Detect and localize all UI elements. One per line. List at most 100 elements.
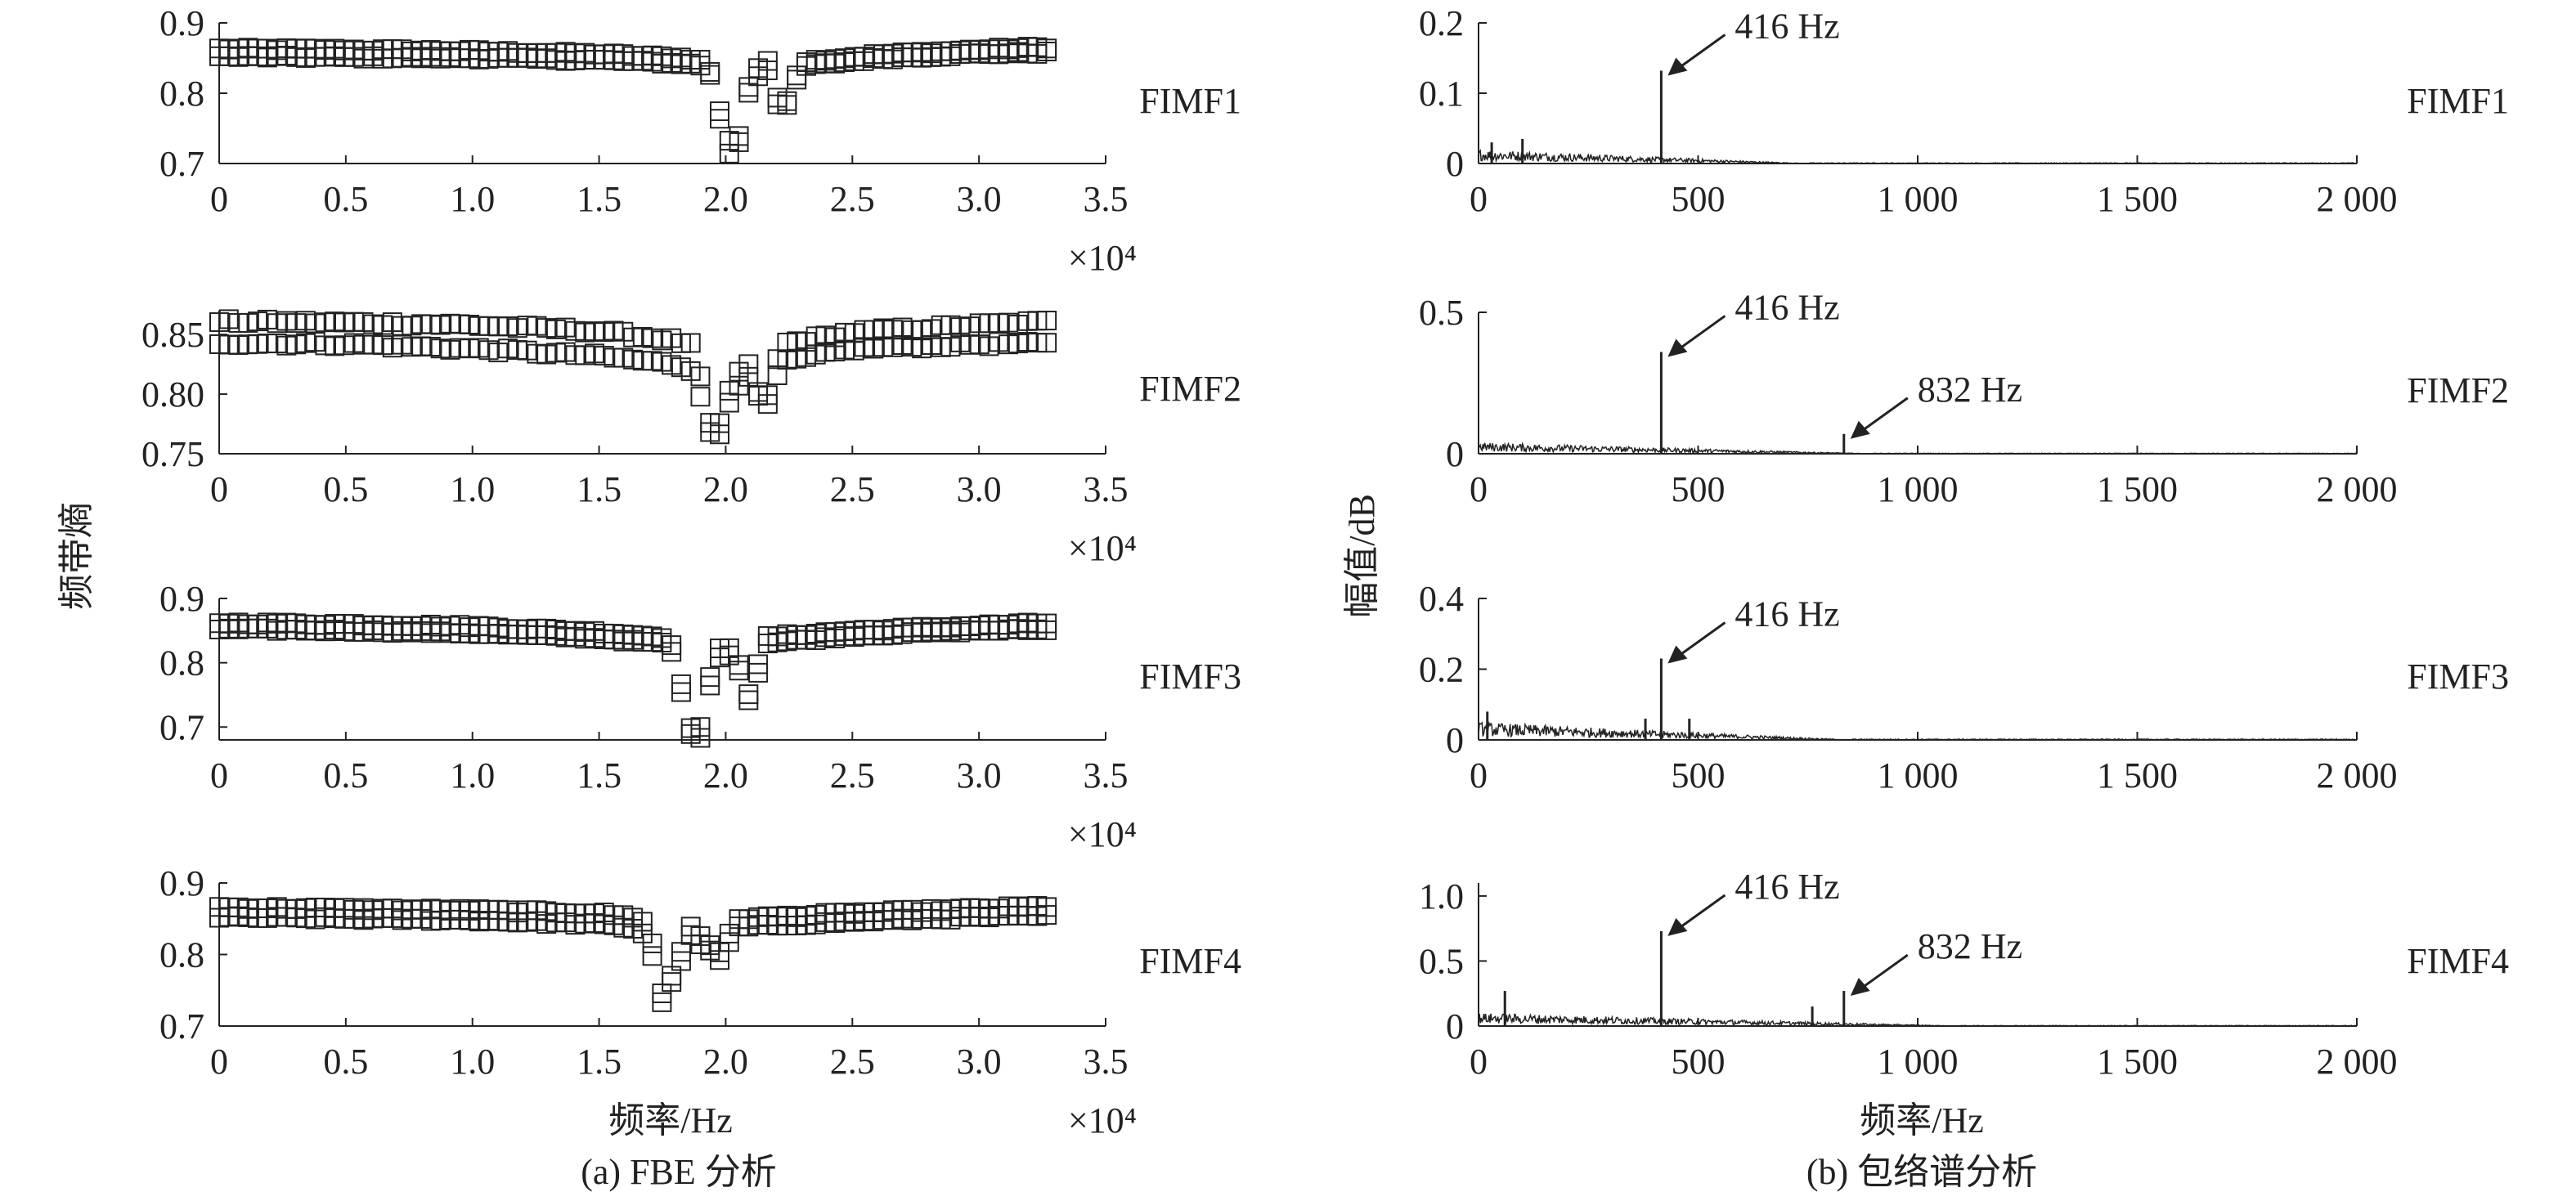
x-tick-label: 0 <box>1470 1042 1488 1082</box>
annotation-arrowhead <box>1667 338 1688 357</box>
y-tick-label: 0.85 <box>141 315 204 355</box>
y-tick-label: 0 <box>1446 1006 1464 1046</box>
x-tick-label: 3.5 <box>1084 755 1129 795</box>
data-point <box>757 60 778 81</box>
data-point <box>748 662 769 683</box>
right-plot-4: 0 500 1 000 1 500 2 000 0 0.5 1.0 FIMF4 416 Hz 832… <box>1419 867 2509 1082</box>
y-tick-label: 0.1 <box>1419 74 1464 114</box>
y-tick-label: 0.80 <box>141 374 204 415</box>
x-tick-label: 3.0 <box>957 179 1002 219</box>
y-tick-label: 0.7 <box>159 1006 204 1046</box>
x-tick-label: 500 <box>1672 469 1726 509</box>
data-point <box>1037 333 1057 353</box>
y-tick-label: 0.4 <box>1419 579 1464 619</box>
x-tick-label: 1 500 <box>2097 179 2178 219</box>
series-label: FIMF2 <box>1139 369 1241 409</box>
y-tick-label: 0 <box>1446 144 1464 184</box>
x-tick-label: 2.0 <box>703 179 748 219</box>
x-tick-label: 1.5 <box>577 755 622 795</box>
data-point <box>642 946 662 966</box>
x-tick-label: 0 <box>210 469 228 509</box>
y-tick-label: 0.9 <box>159 863 204 903</box>
x-tick-label: 2.5 <box>830 469 875 509</box>
x-tick-label: 1.0 <box>450 755 495 795</box>
data-point <box>671 951 691 971</box>
plots-layer: 0 0.5 1.0 1.5 2.0 2.5 3.0 3.5 0.7 0.8 0.9 ×10⁴ FIMF1… <box>141 3 2509 1141</box>
y-tick-label: 0.7 <box>159 144 204 184</box>
x-tick-label: 1.5 <box>577 469 622 509</box>
data-point <box>738 366 759 387</box>
y-tick-label: 0.9 <box>159 579 204 619</box>
x-tick-label: 0.5 <box>323 1042 368 1082</box>
right-plot-2: 0 500 1 000 1 500 2 000 0 0.5 FIMF2 416 Hz 832 Hz <box>1419 287 2509 509</box>
x-tick-label: 2 000 <box>2317 469 2398 509</box>
x-tick-label: 1 500 <box>2097 469 2178 509</box>
left-caption: (a) FBE 分析 <box>581 1152 777 1192</box>
x-tick-label: 1.5 <box>577 179 622 219</box>
data-point <box>700 65 720 85</box>
data-point <box>662 972 682 993</box>
x-tick-label: 3.0 <box>957 469 1002 509</box>
x-tick-label: 3.0 <box>957 1042 1002 1082</box>
annotation-arrowhead <box>1850 420 1870 439</box>
data-point <box>680 333 701 353</box>
x-tick-label: 2.5 <box>830 179 875 219</box>
y-tick-label: 0.7 <box>159 707 204 747</box>
x-tick-label: 0.5 <box>323 179 368 219</box>
x-tick-label: 1 000 <box>1878 755 1959 795</box>
y-tick-label: 0.8 <box>159 643 204 683</box>
series-label: FIMF1 <box>1139 81 1241 121</box>
spectrum-line <box>1478 1013 2358 1027</box>
x-tick-label: 0 <box>1470 755 1488 795</box>
x-tick-label: 1.0 <box>450 1042 495 1082</box>
spectrum-line <box>1478 441 2358 455</box>
data-point <box>680 361 701 381</box>
x-tick-label: 1.0 <box>450 179 495 219</box>
series-label: FIMF1 <box>2407 81 2509 121</box>
x-tick-label: 0.5 <box>323 469 368 509</box>
annotation-label: 416 Hz <box>1735 287 1839 327</box>
y-tick-label: 0.9 <box>159 3 204 43</box>
right-caption: (b) 包络谱分析 <box>1806 1152 2037 1192</box>
data-point <box>1037 620 1057 640</box>
spectrum-line <box>1478 149 2358 164</box>
series-label: FIMF3 <box>2407 657 2509 697</box>
y-tick-label: 0 <box>1446 434 1464 474</box>
x-tick-label: 2.0 <box>703 469 748 509</box>
data-point <box>1037 41 1057 61</box>
data-point <box>662 642 682 662</box>
x-tick-label: 0 <box>210 179 228 219</box>
data-point <box>700 675 720 696</box>
data-point <box>1037 905 1057 925</box>
right-plot-3: 0 500 1 000 1 500 2 000 0 0.2 0.4 FIMF3 416 Hz <box>1419 579 2509 795</box>
data-point <box>690 387 711 407</box>
x-multiplier-label: ×10⁴ <box>1068 814 1137 854</box>
data-point <box>1037 311 1057 331</box>
x-tick-label: 500 <box>1672 179 1726 219</box>
x-tick-label: 0 <box>1470 469 1488 509</box>
x-tick-label: 0.5 <box>323 755 368 795</box>
data-point <box>729 661 749 681</box>
series-label: FIMF4 <box>1139 941 1241 981</box>
x-tick-label: 1 000 <box>1878 179 1959 219</box>
x-tick-label: 3.5 <box>1084 469 1129 509</box>
annotation-label: 416 Hz <box>1735 6 1839 46</box>
x-tick-label: 3.5 <box>1084 179 1129 219</box>
right-ylabel: 幅值/dB <box>1342 494 1382 618</box>
x-tick-label: 0 <box>1470 179 1488 219</box>
y-tick-label: 1.0 <box>1419 876 1464 916</box>
data-point <box>738 690 759 710</box>
x-tick-label: 500 <box>1672 1042 1726 1082</box>
annotation-label: 416 Hz <box>1735 594 1839 634</box>
annotation-label: 416 Hz <box>1735 867 1839 907</box>
annotation-arrowhead <box>1667 645 1688 664</box>
left-plot-3: 0 0.5 1.0 1.5 2.0 2.5 3.0 3.5 0.7 0.8 0.9 ×10⁴ FIMF3 <box>159 579 1241 854</box>
left-ylabel: 频带熵 <box>56 502 96 610</box>
y-tick-label: 0.2 <box>1419 650 1464 690</box>
x-tick-label: 2.5 <box>830 1042 875 1082</box>
data-point <box>757 394 778 415</box>
data-point <box>738 354 759 374</box>
x-tick-label: 1 000 <box>1878 1042 1959 1082</box>
x-multiplier-label: ×10⁴ <box>1068 528 1137 568</box>
